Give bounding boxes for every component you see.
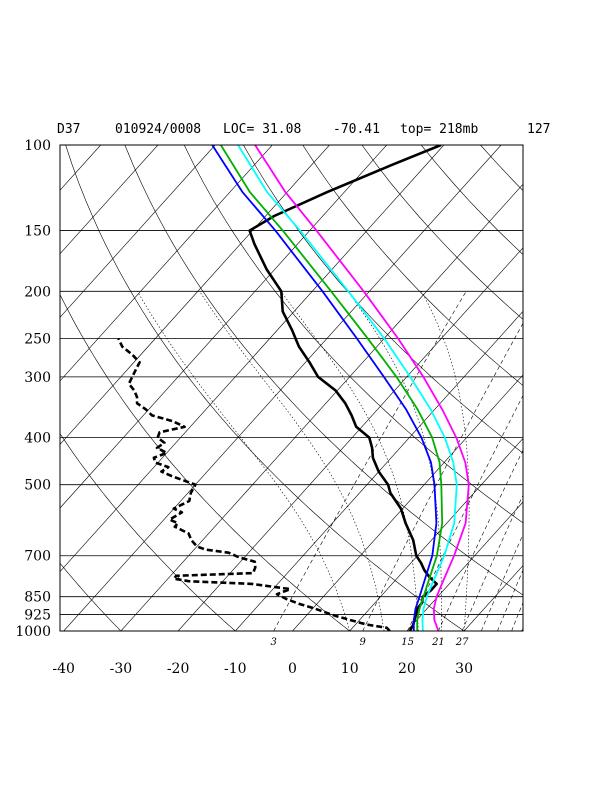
mixing-ratio-line [511, 601, 523, 631]
isotherm-line [235, 310, 523, 631]
profile-line-3 [254, 145, 470, 631]
dry-adiabat-line [599, 145, 612, 631]
pressure-tick-label: 1000 [15, 624, 51, 640]
pressure-tick-label: 700 [24, 549, 51, 565]
plot-frame [59, 144, 524, 632]
temperature-tick-label: -10 [224, 661, 247, 677]
profile-line-4 [237, 145, 458, 631]
mixing-ratio-line [497, 569, 523, 631]
isotherm-line [60, 145, 273, 382]
isotherm-line [349, 437, 523, 631]
isotherm-line [60, 145, 387, 509]
moist-adiabat-line [137, 291, 350, 631]
mixing-ratio-label: 27 [455, 637, 469, 648]
header-station: D37 [57, 122, 80, 137]
mixing-ratio-line [524, 291, 612, 631]
mixing-ratio-line [407, 394, 523, 631]
mixing-ratio-line [461, 494, 523, 631]
temperature-axis-labels: -40 -30 -20 -10 0 10 20 30 [52, 661, 473, 677]
dry-adiabat-line [540, 145, 612, 631]
dry-adiabat-line [183, 145, 523, 524]
mixing-ratio-label: 15 [401, 637, 414, 648]
isotherm-line [406, 501, 523, 631]
isotherm-line [60, 145, 445, 573]
moist-adiabat-line [199, 291, 385, 631]
mixing-ratio-line [362, 322, 523, 631]
dry-adiabat-line [243, 145, 523, 454]
pressure-tick-label: 150 [24, 224, 51, 240]
header-longitude: -70.41 [333, 122, 380, 137]
pressure-tick-label: 100 [24, 138, 51, 154]
mixing-ratio-line [273, 291, 467, 631]
header-top-pressure: top= 218mb [400, 122, 478, 137]
mixing-ratio-line [438, 449, 523, 631]
profile-line-1 [248, 145, 442, 631]
temperature-tick-label: 30 [455, 661, 473, 677]
mixing-ratio-label: 9 [359, 637, 366, 648]
dry-adiabat-line [124, 145, 523, 596]
temperature-tick-label: -20 [167, 661, 190, 677]
pressure-tick-label: 250 [24, 331, 51, 347]
pressure-tick-label: 200 [24, 284, 51, 300]
temperature-tick-label: 20 [398, 661, 416, 677]
temperature-tick-label: 10 [341, 661, 359, 677]
isotherm-line [177, 247, 523, 631]
mixing-ratio-labels: 3 9 15 21 27 [271, 637, 470, 648]
dry-adiabat-line [60, 293, 350, 631]
temperature-tick-label: 0 [288, 661, 297, 677]
header-number: 127 [527, 122, 550, 137]
isotherm-line [292, 374, 523, 631]
profile-line-6 [211, 145, 438, 631]
dry-adiabat-line [361, 145, 523, 320]
isotherm-line [120, 183, 523, 631]
isotherm-line [579, 145, 612, 631]
dry-adiabat-line [420, 145, 523, 255]
chart-header: D37 010924/0008 LOC= 31.08 -70.41 top= 2… [57, 122, 550, 137]
dry-adiabat-line [302, 145, 523, 386]
pressure-tick-label: 300 [24, 370, 51, 386]
header-location: LOC= 31.08 [223, 122, 301, 137]
isotherm-line [521, 628, 523, 631]
mixing-ratio-label: 21 [431, 637, 445, 648]
profile-line-2 [117, 337, 391, 631]
isotherm-line [60, 145, 216, 318]
sounding-profiles [117, 145, 470, 631]
profile-line-5 [220, 145, 444, 631]
temperature-tick-label: -40 [52, 661, 75, 677]
dry-adiabat-line [480, 145, 523, 191]
header-datetime: 010924/0008 [115, 122, 201, 137]
isotherm-line [463, 565, 523, 631]
pressure-tick-label: 500 [24, 478, 51, 494]
pressure-tick-label: 925 [24, 608, 51, 624]
temperature-tick-label: -30 [110, 661, 133, 677]
isotherm-line [60, 145, 159, 255]
mixing-ratio-label: 3 [271, 637, 277, 648]
pressure-tick-label: 400 [24, 431, 51, 447]
isotherm-line [63, 145, 502, 631]
pressure-tick-label: 850 [24, 590, 51, 606]
